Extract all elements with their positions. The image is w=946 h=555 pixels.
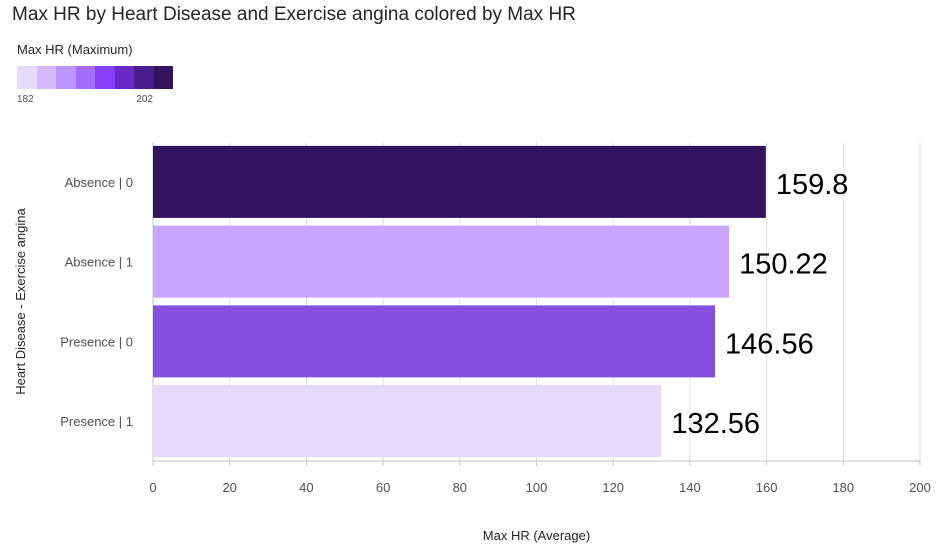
legend-swatch bbox=[75, 66, 95, 89]
bar-value-label: 146.56 bbox=[725, 328, 814, 360]
bar-value-label: 150.22 bbox=[739, 249, 828, 281]
y-category-label: Absence | 0 bbox=[65, 175, 133, 190]
x-tick-label: 60 bbox=[376, 480, 390, 495]
legend-swatch bbox=[134, 66, 154, 89]
x-tick-label: 200 bbox=[909, 480, 931, 495]
legend-max-label: 202 bbox=[136, 94, 153, 105]
x-tick-label: 40 bbox=[299, 480, 313, 495]
legend-swatch bbox=[56, 66, 76, 89]
bar bbox=[153, 305, 716, 378]
color-legend-scale bbox=[17, 66, 173, 89]
bar-value-label: 159.8 bbox=[776, 169, 849, 201]
legend-title: Max HR (Maximum) bbox=[17, 42, 133, 57]
chart-title: Max HR by Heart Disease and Exercise ang… bbox=[12, 4, 576, 25]
legend-swatch bbox=[95, 66, 115, 89]
y-category-label: Presence | 1 bbox=[60, 414, 133, 429]
x-tick-label: 180 bbox=[832, 480, 854, 495]
x-tick-label: 160 bbox=[756, 480, 778, 495]
bar bbox=[153, 145, 766, 218]
legend-swatch bbox=[36, 66, 56, 89]
legend-swatch bbox=[114, 66, 134, 89]
x-tick-label: 80 bbox=[453, 480, 467, 495]
bar bbox=[153, 225, 730, 298]
y-axis-title: Heart Disease - Exercise angina bbox=[13, 208, 28, 395]
x-tick-label: 0 bbox=[149, 480, 156, 495]
x-tick-label: 120 bbox=[602, 480, 624, 495]
legend-swatch bbox=[153, 66, 173, 89]
bar bbox=[153, 385, 662, 458]
bar-value-label: 132.56 bbox=[671, 408, 760, 440]
legend-swatch bbox=[17, 66, 37, 89]
legend-min-label: 182 bbox=[17, 94, 34, 105]
x-tick-label: 140 bbox=[679, 480, 701, 495]
x-axis-title: Max HR (Average) bbox=[483, 528, 590, 543]
y-category-label: Presence | 0 bbox=[60, 334, 133, 349]
x-tick-label: 100 bbox=[526, 480, 548, 495]
y-category-label: Absence | 1 bbox=[65, 255, 133, 270]
x-tick-label: 20 bbox=[222, 480, 236, 495]
